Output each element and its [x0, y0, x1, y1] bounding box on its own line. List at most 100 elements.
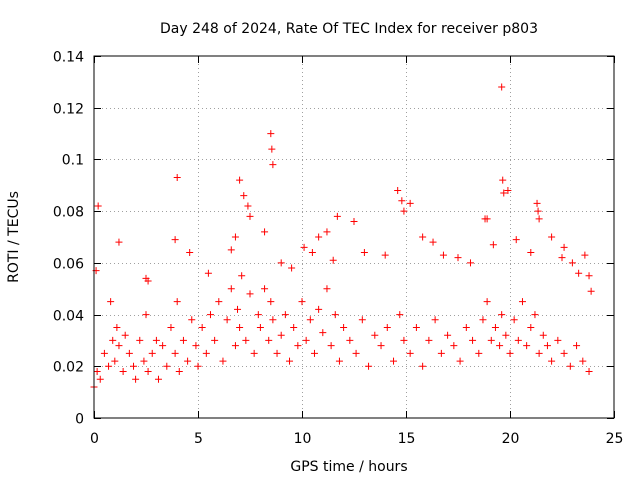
data-point	[419, 362, 427, 370]
chart-title: Day 248 of 2024, Rate Of TEC Index for r…	[160, 21, 538, 37]
data-point	[431, 316, 439, 324]
x-axis-tick-labels: 0 5 10 15 20 25	[90, 431, 623, 447]
data-point	[554, 336, 562, 344]
data-point	[300, 243, 308, 251]
data-point	[206, 311, 214, 319]
data-point	[256, 324, 264, 331]
x-tick-label: 5	[194, 431, 203, 447]
data-point	[352, 349, 360, 357]
data-point	[437, 349, 445, 357]
data-point	[491, 324, 499, 331]
data-point	[302, 336, 310, 344]
data-point	[219, 357, 227, 365]
data-point	[163, 362, 171, 370]
data-point	[499, 176, 507, 184]
data-point	[236, 324, 244, 331]
data-point	[394, 186, 402, 194]
data-point	[234, 305, 242, 313]
data-point	[360, 249, 368, 257]
data-point	[152, 336, 160, 344]
data-point	[535, 349, 543, 357]
data-point	[518, 298, 526, 306]
data-point	[159, 342, 167, 350]
data-point	[231, 233, 239, 241]
data-point	[581, 251, 589, 259]
data-point	[323, 285, 331, 293]
data-point	[558, 254, 566, 262]
data-point	[130, 362, 138, 370]
data-point	[227, 246, 235, 254]
plot-area-frame	[93, 55, 615, 419]
data-point	[144, 367, 152, 375]
data-point	[121, 331, 129, 339]
data-point	[269, 316, 277, 324]
data-point	[412, 324, 420, 331]
data-point	[483, 215, 491, 223]
data-point	[267, 130, 275, 138]
data-point	[329, 256, 337, 264]
data-point	[125, 349, 133, 357]
data-point	[277, 259, 285, 267]
data-point	[175, 367, 183, 375]
data-point	[265, 336, 273, 344]
data-point	[534, 207, 542, 215]
data-point	[323, 228, 331, 236]
data-point	[167, 324, 175, 331]
y-tick-label: 0	[75, 412, 84, 428]
data-point	[566, 362, 574, 370]
data-point	[94, 202, 102, 210]
data-point	[535, 215, 543, 223]
data-point	[261, 285, 269, 293]
data-point	[194, 362, 202, 370]
data-point	[211, 336, 219, 344]
data-point	[315, 233, 323, 241]
data-point	[144, 277, 152, 285]
data-point	[548, 357, 556, 365]
data-point	[273, 349, 281, 357]
data-point	[286, 357, 294, 365]
data-point	[585, 272, 593, 280]
data-point	[439, 251, 447, 259]
data-point	[231, 342, 239, 350]
data-point	[340, 324, 348, 331]
data-point	[115, 238, 123, 246]
data-point	[184, 357, 192, 365]
data-point	[310, 349, 318, 357]
data-point	[261, 228, 269, 236]
data-point	[171, 236, 179, 244]
data-point	[469, 336, 477, 344]
data-point	[406, 349, 414, 357]
data-point	[560, 349, 568, 357]
data-point	[500, 189, 508, 197]
data-point	[246, 290, 254, 298]
data-point	[236, 176, 244, 184]
data-point	[109, 336, 117, 344]
data-point	[308, 249, 316, 257]
data-point	[281, 311, 289, 319]
data-point	[498, 83, 506, 91]
data-point	[105, 362, 113, 370]
data-point	[496, 342, 504, 350]
data-point	[475, 349, 483, 357]
data-point	[381, 251, 389, 259]
data-point	[223, 316, 231, 324]
data-point	[246, 212, 254, 220]
data-point	[377, 342, 385, 350]
data-point	[198, 324, 206, 331]
data-point	[173, 298, 181, 306]
data-point	[456, 357, 464, 365]
data-point	[179, 336, 187, 344]
data-point	[268, 145, 276, 153]
data-points	[90, 83, 595, 391]
data-point	[514, 336, 522, 344]
data-point	[527, 324, 535, 331]
data-point	[543, 342, 551, 350]
data-point	[587, 287, 595, 295]
data-point	[250, 349, 258, 357]
x-tick-label: 25	[606, 431, 624, 447]
data-point	[254, 311, 262, 319]
axis-ticks	[94, 56, 615, 419]
data-point	[140, 357, 148, 365]
data-point	[406, 199, 414, 207]
